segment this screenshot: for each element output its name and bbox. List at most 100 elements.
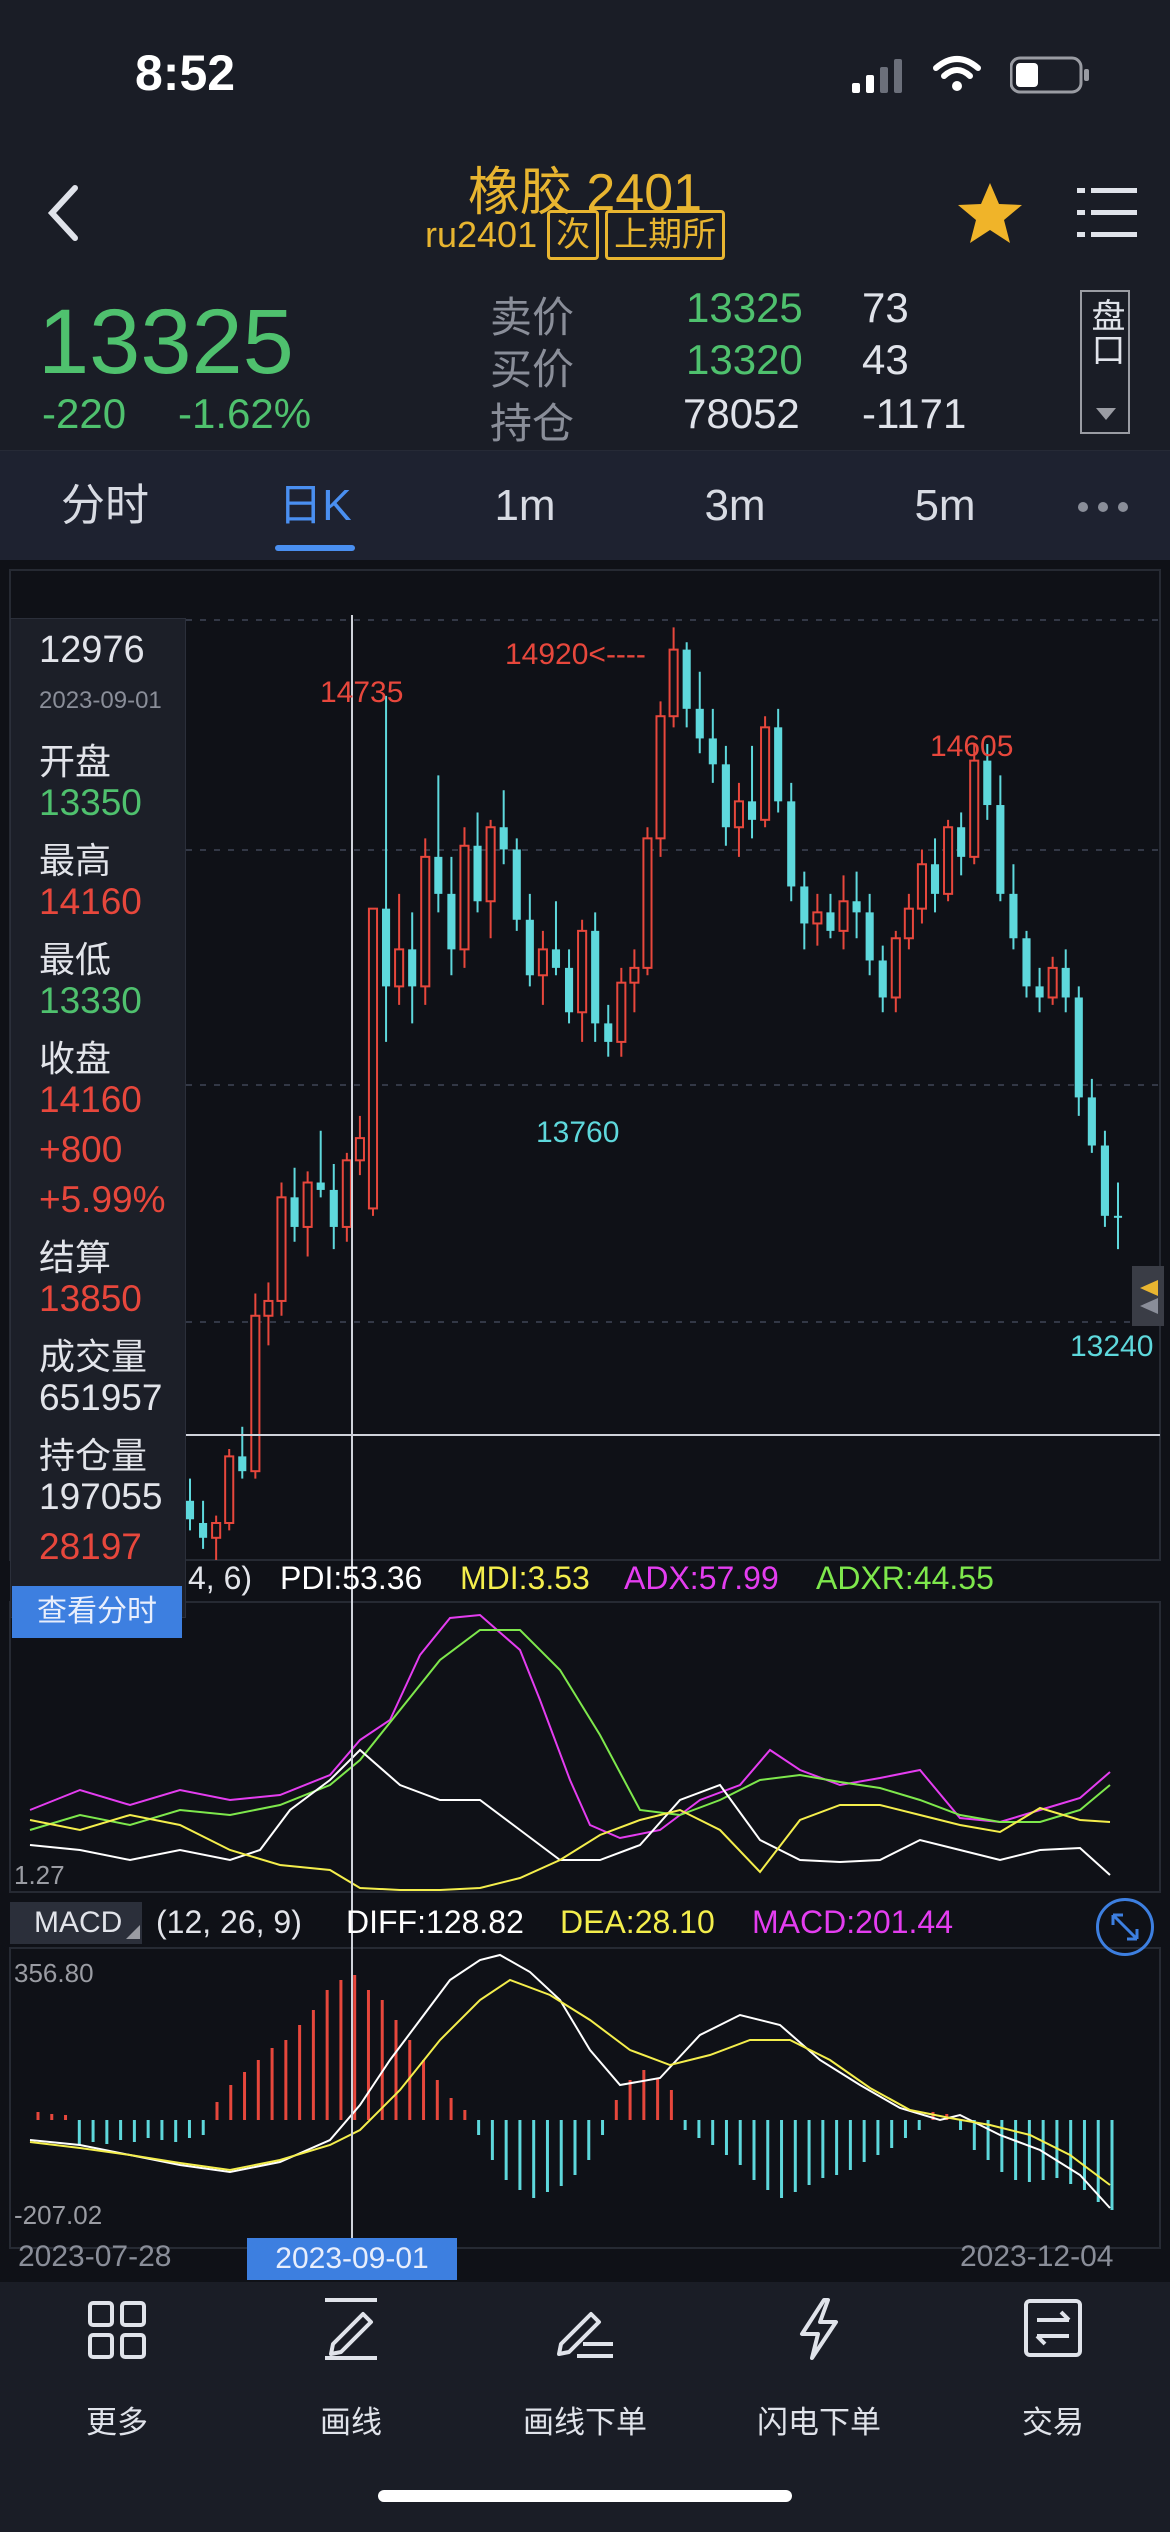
next-badge: 次 [547,210,600,260]
crosshair-info-panel: 12976 2023-09-01 开盘 13350 最高 14160 最低 13… [10,618,186,1618]
info-low: 13330 [39,980,142,1021]
date-end: 2023-12-04 [960,2240,1114,2273]
macd-lines [29,1953,1111,2209]
candle-body [211,1521,222,1539]
high-label-14920: 14920<---- [505,638,646,671]
price-marker-arrow[interactable] [1132,1266,1164,1326]
candle-body [408,949,417,987]
candle-body [316,1182,325,1190]
nav-draw[interactable]: 画线 [234,2282,468,2462]
candle-body [459,844,470,951]
macd-indicator-selector[interactable]: MACD [10,1902,142,1944]
tab-timeshare[interactable]: 分时 [61,481,149,530]
date-cursor: 2023-09-01 [247,2238,457,2280]
candle-body [185,1500,195,1520]
more-periods-icon[interactable] [1075,499,1135,515]
nav-more-label: 更多 [86,2405,148,2440]
candle-body [1100,1145,1109,1216]
signal-icon [850,55,910,95]
triangle-down-icon [1096,408,1116,420]
candle-body [473,845,482,902]
candle-body [996,805,1005,894]
candle-body [367,907,379,1210]
dmi-adxr-line [29,1629,1111,1831]
exchange-badge: 上期所 [605,210,726,260]
ask-label: 卖价 [490,294,575,341]
candle-body [721,764,730,828]
nav-more[interactable]: 更多 [0,2282,234,2462]
candle-body [1035,986,1044,998]
candle-body [604,1023,613,1042]
candle-body [695,708,704,739]
menu-list-icon[interactable] [1075,180,1140,245]
nav-trade[interactable]: 交易 [936,2282,1170,2462]
back-button[interactable] [40,178,90,248]
candle-body [668,648,679,718]
last-label-13240: 13240 [1070,1330,1154,1363]
dmi-pdi-line [29,1748,1111,1876]
candle-body [800,886,809,924]
candle-body [642,837,653,969]
draw-line-icon [325,2298,377,2360]
tab-5m[interactable]: 5m [914,481,976,530]
fullscreen-icon[interactable] [1096,1898,1154,1956]
info-open: 13350 [39,782,142,823]
info-open-label: 开盘 [39,741,112,782]
candle-body [733,800,745,829]
info-close-label: 收盘 [39,1038,112,1079]
last-price: 13325 [38,291,294,393]
info-settle-label: 结算 [39,1237,112,1278]
view-timeshare-button[interactable]: 查看分时 [12,1586,182,1638]
tab-1m[interactable]: 1m [494,481,556,530]
nav-draw-order[interactable]: 画线下单 [468,2282,702,2462]
candle-body [1047,966,1058,999]
nav-draw-label: 画线 [320,2405,382,2440]
trade-icon [1024,2299,1082,2357]
dmi-min-label: 1.27 [14,1860,65,1890]
candle-body [747,801,757,820]
candle-body [1074,997,1083,1098]
candle-body [434,856,443,894]
candle-body [341,1159,352,1228]
tab-daily-k[interactable]: 日K [278,481,352,530]
nav-flash-order[interactable]: 闪电下单 [702,2282,936,2462]
candle-body [1087,1097,1096,1146]
dmi-mdi-line [29,1804,1111,1891]
candle-body [838,900,849,932]
kline-chart[interactable] [0,560,1170,2282]
macd-name: MACD [34,1906,123,1939]
info-oi-label: 持仓量 [39,1435,148,1476]
candle-body [787,801,796,887]
dmi-pdi: PDI:53.36 [280,1560,423,1596]
high-label-14735: 14735 [320,676,404,709]
favorite-star-icon[interactable] [955,178,1025,248]
info-high: 14160 [39,881,142,922]
info-date: 2023-09-01 [39,687,162,714]
info-high-label: 最高 [39,840,112,881]
candle-body [983,760,992,806]
candle-body [852,901,861,913]
candles [185,627,1123,1560]
candle-body [826,912,835,931]
candle-body [878,960,887,998]
candle-body [329,1189,338,1227]
active-tab-indicator [275,545,355,551]
depth-panel-label: 盘口 [1086,298,1124,366]
candle-body [224,1455,235,1524]
candle-body [1009,893,1018,939]
macd-value: MACD:201.44 [752,1904,953,1940]
oi-label: 持仓 [490,400,575,447]
candle-body [577,929,588,1014]
candle-body [485,826,496,903]
tab-3m[interactable]: 3m [704,481,766,530]
bid-volume: 43 [862,336,909,383]
depth-panel-button[interactable]: 盘口 [1080,290,1130,434]
info-low-label: 最低 [39,939,112,980]
candle-body [263,1299,274,1317]
candle-body [812,911,823,925]
chart-area[interactable]: 14735 14920<---- 14605 13760 13240 12976… [0,560,1170,2282]
bid-label: 买价 [490,346,575,393]
candle-body [382,908,391,987]
candle-body [682,649,691,709]
candle-body [499,827,508,850]
